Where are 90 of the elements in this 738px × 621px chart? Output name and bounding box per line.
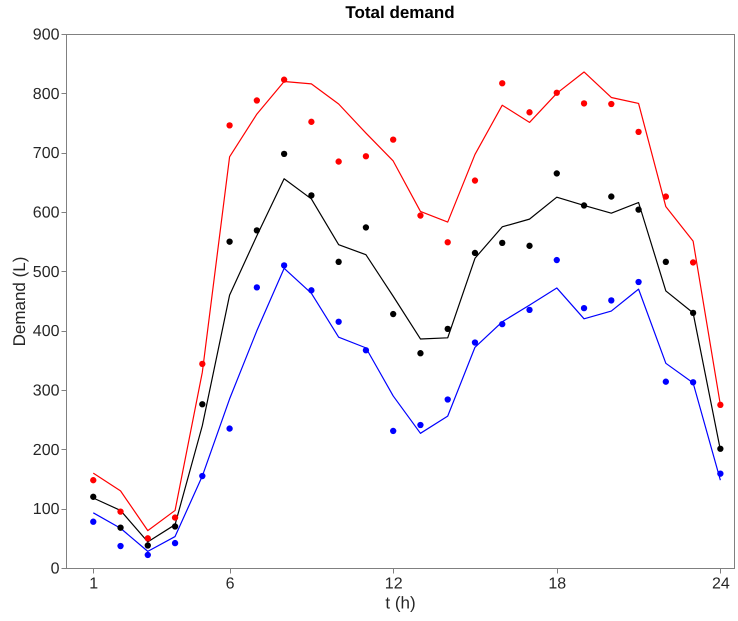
point [417,212,424,219]
point [690,379,696,386]
point [554,90,560,96]
point [444,326,451,332]
point [662,378,669,385]
point [635,206,642,213]
point [199,472,206,480]
point [144,552,151,558]
point [444,396,451,403]
point [635,128,642,136]
point [608,193,614,200]
chart-title: Total demand [345,3,455,22]
point [90,494,96,500]
point [662,258,669,265]
point [280,76,288,83]
point [254,227,260,234]
point [526,242,533,249]
point [526,306,533,314]
point [226,238,233,245]
point [199,360,206,368]
y-tick-label: 500 [32,264,60,281]
point [635,278,642,286]
point [690,310,696,316]
point [335,258,342,265]
point [417,350,424,356]
point [254,97,260,104]
y-tick-label: 300 [32,382,60,400]
x-tick-label: 18 [548,576,566,592]
point [554,256,560,264]
x-axis-title: t (h) [385,594,416,612]
point [444,239,451,246]
point [580,100,588,107]
point [335,158,342,165]
point [499,240,506,246]
point [90,518,96,525]
point [472,250,478,256]
point [499,320,506,328]
y-tick-label: 200 [32,442,60,459]
point [717,470,724,477]
y-axis-title: Demand (L) [10,256,29,346]
point [172,540,178,546]
point [254,284,260,291]
y-tick-label: 800 [32,86,60,103]
point [226,425,233,432]
point [362,347,370,354]
point [580,304,588,312]
point [226,122,233,129]
y-tick-label: 900 [32,26,60,44]
point [280,150,288,158]
point [362,224,370,231]
y-tick-label: 700 [32,145,60,162]
point [472,177,478,184]
y-tick-label: 400 [32,323,60,340]
point [690,259,696,266]
point [335,318,342,325]
x-tick-label: 12 [384,576,403,592]
point [390,136,396,143]
point [580,202,588,209]
point [608,297,614,304]
x-tick-label: 24 [712,576,730,592]
point [662,193,669,200]
point [417,422,424,428]
y-tick-label: 0 [50,560,60,578]
point [280,262,288,269]
point [717,402,724,408]
point [608,100,614,108]
point [308,287,315,294]
point [117,524,124,531]
point [499,80,506,86]
point [308,192,315,199]
point [172,514,178,521]
point [199,401,206,408]
point [390,310,396,318]
point [172,523,178,530]
point [717,446,724,452]
point [472,339,478,346]
y-tick-label: 100 [32,501,60,518]
point [90,477,96,484]
x-tick-label: 1 [89,576,98,592]
y-tick-label: 600 [32,204,60,222]
point [144,535,151,542]
point [117,508,124,515]
point [144,542,151,549]
point [308,118,315,125]
point [526,109,533,116]
point [554,170,560,177]
point [362,153,370,160]
point [390,428,396,434]
x-tick-label: 6 [226,576,235,592]
point [117,542,124,550]
